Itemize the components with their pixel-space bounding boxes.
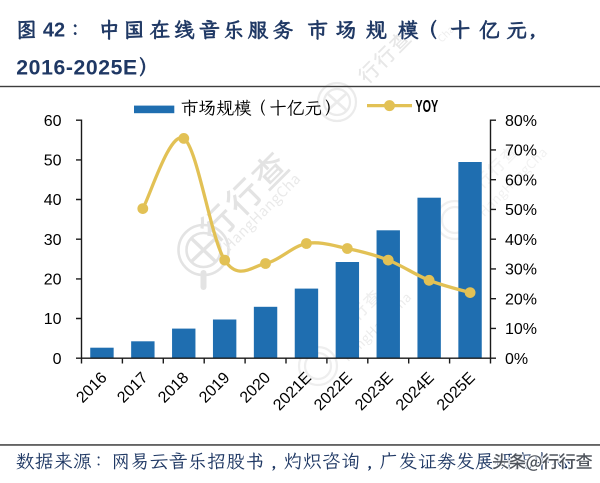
svg-text:30: 30 <box>44 232 62 249</box>
svg-text:20: 20 <box>44 272 62 289</box>
svg-text:10%: 10% <box>505 321 537 338</box>
svg-text:2023E: 2023E <box>352 369 397 414</box>
svg-text:2025E: 2025E <box>434 369 479 414</box>
svg-text:2020: 2020 <box>237 369 274 406</box>
svg-text:2019: 2019 <box>196 369 233 406</box>
svg-text:2017: 2017 <box>114 369 151 406</box>
svg-text:10: 10 <box>44 311 62 328</box>
svg-text:30%: 30% <box>505 262 537 279</box>
svg-text:60%: 60% <box>505 172 537 189</box>
svg-text:50%: 50% <box>505 202 537 219</box>
svg-text:60: 60 <box>44 113 62 130</box>
svg-text:0%: 0% <box>505 351 528 368</box>
svg-text:80%: 80% <box>505 113 537 130</box>
svg-text:2021E: 2021E <box>270 369 315 414</box>
svg-text:2024E: 2024E <box>393 369 438 414</box>
svg-text:40%: 40% <box>505 232 537 249</box>
svg-text:2016-2025E: 2016-2025E <box>16 56 137 79</box>
svg-text:42: 42 <box>43 19 65 41</box>
svg-text:40: 40 <box>44 192 62 209</box>
svg-text:0: 0 <box>53 351 62 368</box>
svg-text:70%: 70% <box>505 143 537 160</box>
svg-text:50: 50 <box>44 153 62 170</box>
svg-text:2016: 2016 <box>73 369 110 406</box>
svg-text:YOY: YOY <box>415 97 438 116</box>
svg-text:2018: 2018 <box>155 369 192 406</box>
svg-text:20%: 20% <box>505 291 537 308</box>
